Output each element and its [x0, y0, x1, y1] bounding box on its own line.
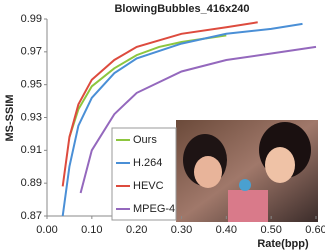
x-tick-label: 0.20 — [126, 224, 147, 236]
y-tick-label: 0.97 — [21, 46, 42, 58]
legend-label: Ours — [133, 134, 157, 146]
x-axis-label: Rate(bpp) — [257, 238, 309, 250]
y-axis-label: MS-SSIM — [4, 94, 16, 141]
legend-box — [111, 127, 177, 221]
series-line — [79, 45, 317, 194]
series-line — [61, 22, 303, 217]
x-tick-label: 0.40 — [216, 224, 237, 236]
y-tick-label: 0.95 — [21, 79, 42, 91]
series-line — [68, 34, 227, 138]
chart-title: BlowingBubbles_416x240 — [114, 3, 249, 15]
inset-photo — [176, 120, 318, 222]
legend-label: MPEG-4 — [133, 203, 175, 215]
x-tick-label: 0.60 — [305, 224, 325, 236]
y-tick-label: 0.87 — [21, 210, 42, 222]
x-tick-label: 0.50 — [260, 224, 281, 236]
x-tick-label: 0.00 — [36, 224, 57, 236]
x-tick-label: 0.30 — [171, 224, 192, 236]
y-tick-label: 0.93 — [21, 111, 42, 123]
y-tick-label: 0.91 — [21, 144, 42, 156]
series-line — [61, 21, 258, 187]
x-tick-label: 0.10 — [81, 224, 102, 236]
legend-label: H.264 — [133, 157, 162, 169]
legend-label: HEVC — [133, 180, 164, 192]
y-tick-label: 0.89 — [21, 177, 42, 189]
y-tick-label: 0.99 — [21, 13, 42, 25]
